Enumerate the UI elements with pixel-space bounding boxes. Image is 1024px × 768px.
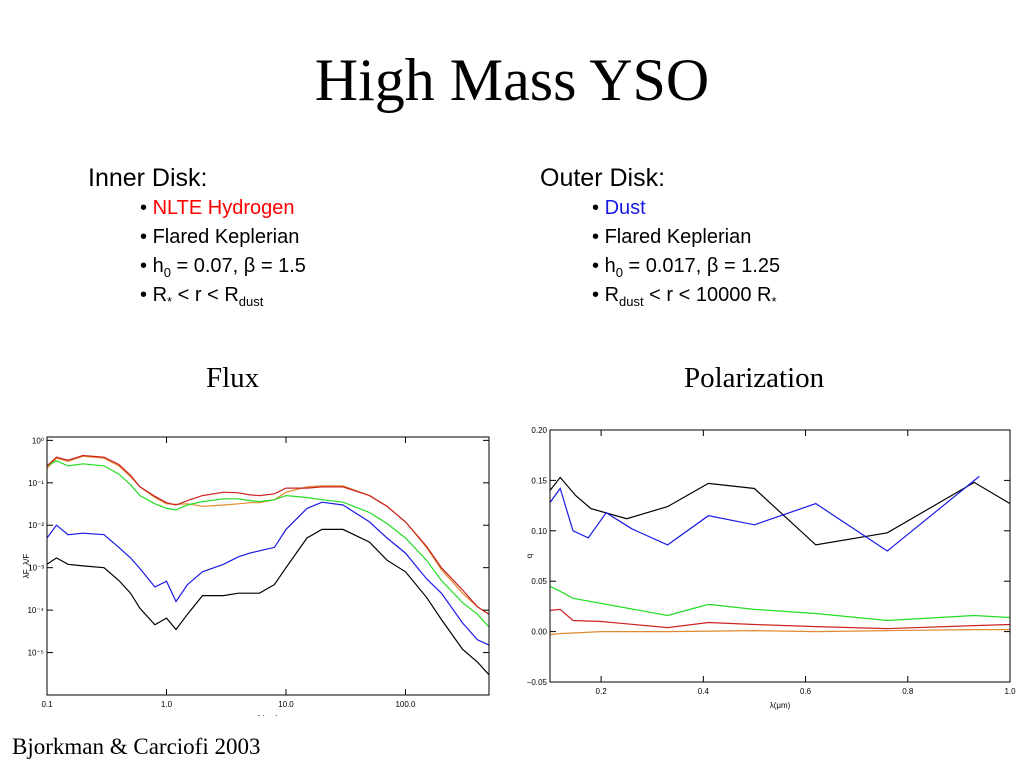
list-item: • h0 = 0.017, β = 1.25: [592, 252, 780, 281]
flux-series-line: [46, 455, 490, 615]
x-tick-label: 0.8: [902, 687, 914, 696]
y-axis-label: λF_λ/F: [22, 554, 31, 579]
outer-disk-section: Outer Disk: • Dust • Flared Keplerian • …: [540, 162, 780, 310]
bullet-icon: •: [592, 284, 600, 306]
inner-r-middle: < r < R: [172, 284, 239, 306]
bullet-icon: •: [140, 197, 148, 219]
polarization-series-line: [549, 585, 1011, 622]
polarization-plot-frame: [549, 429, 1011, 683]
list-item: • NLTE Hydrogen: [140, 194, 306, 223]
credit-text: Bjorkman & Carciofi 2003: [12, 734, 261, 759]
outer-r-middle: < r < 10000 R: [643, 284, 772, 306]
outer-item-flared: Flared Keplerian: [604, 226, 752, 248]
inner-item-nlte: NLTE Hydrogen: [152, 197, 295, 219]
y-tick-label: 0.00: [531, 628, 547, 637]
list-item: • Dust: [592, 194, 780, 223]
y-tick-label: 10⁰: [32, 436, 44, 445]
polarization-chart: 0.2 0.4 0.6 0.8 1.0 0.20 0.15 0.10 0.05 0.00 −0.05…: [525, 426, 1016, 710]
y-tick-label: 10⁻³: [28, 564, 44, 573]
outer-dust-subscript: dust: [619, 294, 644, 309]
outer-h-symbol: h: [604, 255, 616, 277]
outer-h-value: = 0.017,: [622, 255, 707, 277]
list-item: • R* < r < Rdust: [140, 281, 306, 310]
list-item: • Flared Keplerian: [140, 223, 306, 252]
x-tick-label: 0.2: [596, 687, 608, 696]
x-tick-label: 0.1: [41, 700, 53, 709]
y-tick-label: 10⁻⁴: [27, 606, 44, 615]
y-tick-label: 0.15: [531, 476, 547, 485]
x-axis-label: λ(μm): [770, 701, 791, 710]
bullet-icon: •: [140, 226, 148, 248]
inner-h-subscript: 0: [163, 265, 171, 280]
inner-h-value: = 0.07,: [170, 255, 244, 277]
polarization-series-line: [549, 629, 1010, 636]
outer-r-prefix: R: [604, 284, 620, 306]
list-item: • Flared Keplerian: [592, 223, 780, 252]
x-axis-label: λ(μm): [258, 714, 279, 716]
flux-plot-frame: [46, 436, 490, 696]
y-tick-label: 0.20: [531, 426, 547, 435]
bullet-icon: •: [592, 226, 600, 248]
list-item: • Rdust < r < 10000 R*: [592, 281, 780, 310]
polarization-series-line: [549, 475, 980, 552]
x-tick-label: 1.0: [161, 700, 173, 709]
x-tick-label: 0.4: [698, 687, 710, 696]
inner-beta-symbol: β: [243, 255, 256, 277]
y-tick-label: 0.05: [531, 577, 547, 586]
list-item: • h0 = 0.07, β = 1.5: [140, 252, 306, 281]
inner-dust-subscript: dust: [238, 294, 264, 309]
bullet-icon: •: [592, 255, 600, 277]
y-tick-label: 10⁻¹: [28, 479, 44, 488]
inner-item-flared: Flared Keplerian: [152, 226, 300, 248]
inner-star-subscript: *: [167, 294, 173, 309]
inner-h-symbol: h: [152, 255, 164, 277]
slide-title: High Mass YSO: [314, 47, 710, 113]
y-axis-label: q: [525, 554, 534, 558]
x-tick-label: 100.0: [395, 700, 416, 709]
inner-beta-value: = 1.5: [255, 255, 306, 277]
flux-series-line: [46, 528, 490, 676]
y-tick-label: 10⁻²: [28, 521, 44, 530]
flux-chart: 0.1 1.0 10.0 100.0 10⁰ 10⁻¹ 10⁻² 10⁻³ 10⁻⁴ 10⁻⁵ λ(…: [22, 436, 490, 716]
y-tick-label: 10⁻⁵: [28, 649, 44, 658]
bullet-icon: •: [592, 197, 600, 219]
outer-disk-list: • Dust • Flared Keplerian • h0 = 0.017, …: [540, 194, 780, 310]
inner-disk-section: Inner Disk: • NLTE Hydrogen • Flared Kep…: [88, 162, 306, 310]
y-tick-label: 0.10: [531, 527, 547, 536]
outer-h-subscript: 0: [615, 265, 623, 280]
x-tick-label: 10.0: [278, 700, 294, 709]
outer-item-dust: Dust: [604, 197, 646, 219]
flux-series-line: [46, 460, 490, 628]
bullet-icon: •: [140, 284, 148, 306]
x-tick-label: 0.6: [800, 687, 812, 696]
polarization-series-line: [549, 476, 1011, 546]
outer-star-subscript: *: [771, 294, 777, 309]
flux-plot-title: Flux: [206, 362, 260, 394]
outer-disk-heading: Outer Disk:: [540, 164, 666, 192]
inner-disk-list: • NLTE Hydrogen • Flared Keplerian • h0 …: [88, 194, 306, 310]
x-tick-label: 1.0: [1004, 687, 1016, 696]
polarization-plot-title: Polarization: [684, 362, 825, 394]
y-tick-label: −0.05: [527, 678, 548, 687]
outer-beta-value: = 1.25: [718, 255, 781, 277]
polarization-series-line: [549, 608, 1011, 630]
flux-series-line: [46, 454, 490, 615]
outer-beta-symbol: β: [706, 255, 719, 277]
bullet-icon: •: [140, 255, 148, 277]
flux-series-line: [46, 501, 490, 646]
inner-r-prefix: R: [152, 284, 168, 306]
inner-disk-heading: Inner Disk:: [88, 164, 208, 192]
